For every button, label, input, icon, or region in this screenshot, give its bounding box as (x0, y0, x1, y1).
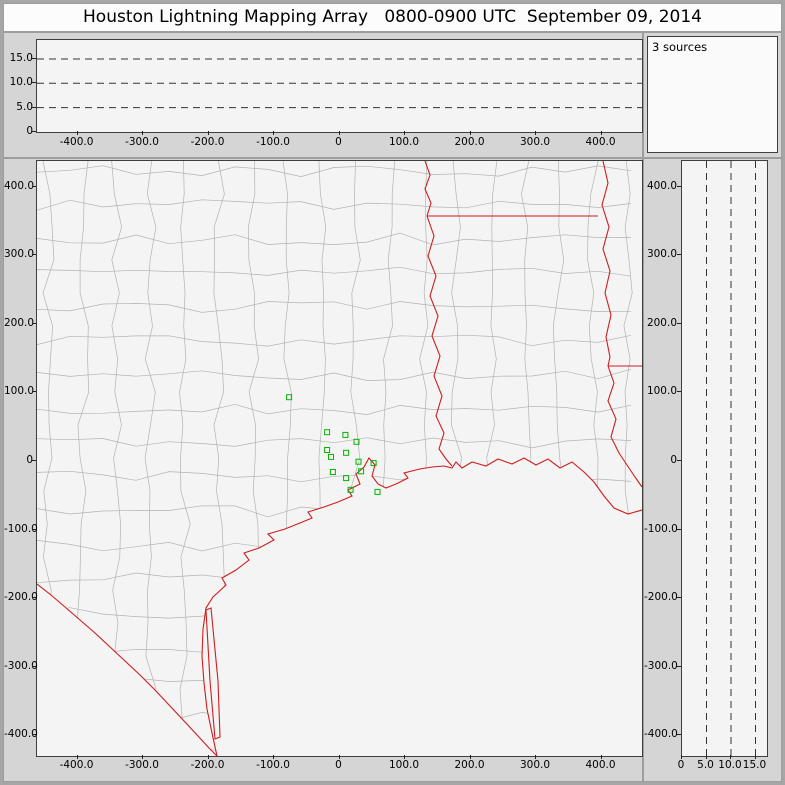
altitude-ew-plot[interactable] (36, 39, 643, 133)
map-y-tick-label: 100.0 (4, 385, 35, 398)
altitude-ew-panel: 15.0 10.0 5.0 0 -400.0 -300.0 -200.0 -100.0 0 100… (3, 32, 643, 158)
ns-x-tick-label: 5.0 (697, 759, 714, 771)
map-y-tick-label: -100.0 (4, 522, 38, 535)
sources-panel: 3 sources (643, 32, 782, 158)
map-y-tick-label: 200.0 (4, 316, 35, 329)
map-x-tick-label: 400.0 (585, 759, 616, 771)
map-y-tick-label: 300.0 (4, 248, 35, 261)
ns-y-tick-label: 300.0 (646, 248, 677, 261)
title-bar: Houston Lightning Mapping Array 0800-090… (3, 3, 782, 32)
map-y-tick-label: -400.0 (4, 728, 38, 741)
ns-y-tick-label: 200.0 (646, 316, 677, 329)
map-x-tick-label: -400.0 (59, 759, 94, 771)
plan-view-map-canvas (37, 161, 642, 756)
map-y-tick-label: -200.0 (4, 591, 38, 604)
ns-y-tick-label: -200.0 (644, 591, 678, 604)
map-x-tick-label: -300.0 (125, 759, 159, 771)
map-x-tick-label: 300.0 (519, 759, 551, 771)
ew-x-tick-label: -300.0 (125, 136, 159, 148)
map-x-tick-label: -100.0 (256, 759, 290, 771)
map-x-tick-label: -200.0 (190, 759, 225, 771)
ns-x-tick-label: 10.0 (718, 759, 742, 771)
sources-box: 3 sources (647, 36, 778, 153)
ew-y-tick-label: 15.0 (9, 51, 33, 64)
ew-x-tick-label: -400.0 (59, 136, 94, 148)
map-y-tick-label: -300.0 (4, 659, 38, 672)
map-panel: 400.0 300.0 200.0 100.0 0 -100.0 -200.0 -300.0 -… (3, 158, 643, 782)
state-borders-and-coastline (37, 161, 642, 756)
source-count-label: 3 sources (652, 40, 708, 54)
lma-station-markers (286, 394, 381, 495)
ew-x-tick-label: 0 (335, 136, 342, 148)
ns-y-tick-label: 100.0 (646, 385, 677, 398)
ew-y-tick-label: 0 (26, 125, 33, 137)
altitude-ns-canvas (706, 161, 756, 756)
plan-view-map-plot[interactable] (36, 160, 643, 757)
ns-y-tick-label: -300.0 (644, 659, 678, 672)
ew-x-tick-label: 400.0 (585, 136, 616, 148)
ew-x-tick-label: 100.0 (388, 136, 420, 148)
ns-y-tick-label: -400.0 (644, 728, 678, 741)
ns-y-tick-label: 0 (670, 454, 677, 466)
altitude-ew-canvas (37, 58, 642, 109)
map-x-tick-label: 0 (335, 759, 342, 771)
map-y-tick-label: 0 (26, 454, 33, 466)
ew-x-tick-label: 200.0 (454, 136, 485, 148)
ns-y-tick-label: -100.0 (644, 522, 678, 535)
county-boundaries (37, 161, 634, 756)
ew-x-tick-label: -200.0 (190, 136, 225, 148)
ew-x-tick-label: 300.0 (519, 136, 551, 148)
ns-x-tick-label: 0 (677, 759, 685, 771)
ns-x-tick-label: 15.0 (742, 759, 767, 771)
map-x-tick-label: 200.0 (454, 759, 485, 771)
ns-y-tick-label: 400.0 (646, 179, 677, 192)
ew-x-tick-label: -100.0 (256, 136, 290, 148)
page-title: Houston Lightning Mapping Array 0800-090… (83, 7, 702, 27)
map-x-tick-label: 100.0 (388, 759, 420, 771)
altitude-ns-panel: 400.0 300.0 200.0 100.0 0 -100.0 -200.0 -300.0 -… (643, 158, 782, 782)
ew-y-tick-label: 10.0 (9, 76, 33, 89)
ew-y-tick-label: 5.0 (16, 100, 33, 113)
map-y-tick-label: 400.0 (4, 179, 35, 192)
altitude-ns-plot[interactable] (681, 160, 768, 757)
